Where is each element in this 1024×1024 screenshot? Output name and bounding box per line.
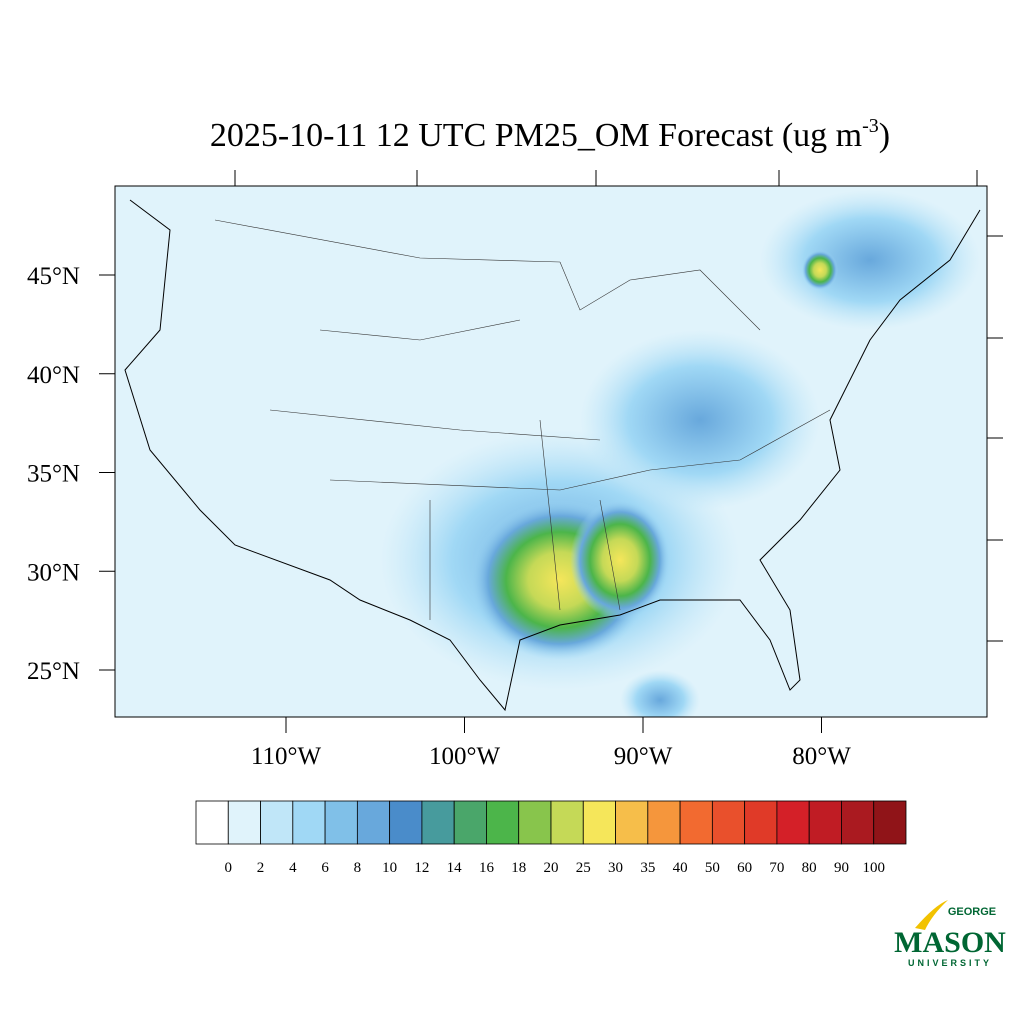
colorbar-label: 6: [321, 860, 329, 876]
colorbar-box: [615, 800, 649, 845]
lon-label: 80°W: [792, 743, 851, 770]
map-field: [115, 186, 987, 717]
logo-main: MASON: [894, 926, 1006, 959]
colorbar-label: 40: [673, 860, 688, 876]
colorbar-label: 4: [289, 860, 297, 876]
colorbar-label: 16: [479, 860, 495, 876]
lat-label: 30°N: [27, 559, 80, 586]
colorbar-box: [356, 800, 391, 845]
colorbar-box: [324, 800, 358, 845]
lat-label: 40°N: [27, 362, 80, 389]
lat-label: 35°N: [27, 461, 80, 488]
colorbar-box: [679, 800, 713, 845]
colorbar-label: 80: [802, 860, 817, 876]
colorbar-label: 18: [511, 860, 526, 876]
colorbar-label: 70: [769, 860, 784, 876]
logo-top: GEORGE: [948, 906, 996, 918]
colorbar-box: [518, 800, 552, 845]
colorbar-box: [389, 800, 423, 845]
logo-bottom: UNIVERSITY: [908, 958, 992, 968]
colorbar-box: [808, 800, 842, 845]
lon-label: 90°W: [614, 743, 673, 770]
colorbar-label: 10: [382, 860, 397, 876]
colorbar-box: [550, 800, 584, 845]
colorbar-label: 2: [257, 860, 265, 876]
colorbar-label: 0: [225, 860, 233, 876]
colorbar-label: 8: [354, 860, 362, 876]
colorbar-box: [647, 800, 681, 845]
colorbar-label: 90: [834, 860, 849, 876]
colorbar-label: 35: [640, 860, 655, 876]
title-main: 2025-10-11 12 UTC PM25_OM Forecast (ug m: [210, 117, 862, 154]
colorbar-label: 60: [737, 860, 752, 876]
colorbar-box: [873, 800, 907, 845]
colorbar-box: [195, 800, 229, 845]
colorbar-box: [582, 800, 616, 845]
colorbar-box: [453, 800, 487, 845]
colorbar: 0 2 4 6 8 10 12 14 16 18 20 25 30 35 40 50 60 70 80 90 100: [195, 800, 907, 876]
colorbar-box: [292, 800, 326, 845]
lat-label: 25°N: [27, 658, 80, 685]
colorbar-box: [486, 800, 520, 845]
colorbar-box: [744, 800, 778, 845]
colorbar-label: 14: [447, 860, 463, 876]
colorbar-label: 12: [414, 860, 429, 876]
lon-label: 110°W: [251, 743, 322, 770]
logo: GEORGE MASON UNIVERSITY: [894, 900, 1006, 968]
colorbar-label: 20: [544, 860, 559, 876]
lon-label: 100°W: [429, 743, 500, 770]
title: 2025-10-11 12 UTC PM25_OM Forecast (ug m…: [210, 115, 890, 154]
colorbar-box: [711, 800, 746, 845]
colorbar-box: [841, 800, 875, 845]
colorbar-label: 30: [608, 860, 623, 876]
title-close: ): [879, 117, 890, 154]
title-superscript: -3: [862, 115, 879, 137]
colorbar-box: [260, 800, 294, 845]
colorbar-label: 100: [862, 860, 885, 876]
colorbar-label: 25: [576, 860, 591, 876]
lat-label: 45°N: [27, 263, 80, 290]
colorbar-box: [776, 800, 810, 845]
colorbar-box: [227, 800, 261, 845]
colorbar-box: [421, 800, 455, 845]
colorbar-label: 50: [705, 860, 720, 876]
